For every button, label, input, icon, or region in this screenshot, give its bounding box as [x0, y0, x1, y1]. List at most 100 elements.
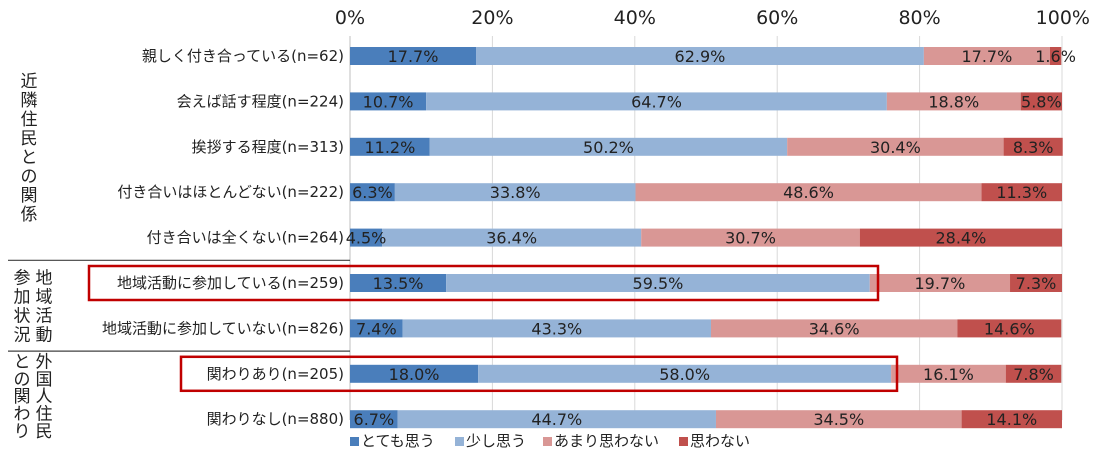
- legend: とても思う 少し思う あまり思わない 思わない: [350, 432, 750, 450]
- data-label: 6.7%: [354, 410, 395, 429]
- data-label: 16.1%: [923, 365, 974, 384]
- bar-segment: [350, 410, 398, 429]
- bar-segment: [715, 410, 962, 429]
- row-label: 地域活動に参加していない(n=826): [102, 319, 344, 337]
- row-label: 関わりなし(n=880): [207, 410, 344, 428]
- x-tick-label: 0%: [335, 7, 365, 29]
- data-label: 7.3%: [1016, 274, 1057, 293]
- bar-segment: [350, 47, 477, 65]
- bar-segment: [787, 137, 1004, 156]
- segment-labels: 17.7% 62.9% 17.7% 1.6% 10.7% 64.7% 18.8% 5.8% 11…: [346, 47, 1076, 429]
- data-label: 5.8%: [1021, 92, 1062, 111]
- bar-segment: [429, 137, 788, 156]
- bar-segment: [957, 319, 1062, 338]
- bar-segment: [350, 228, 383, 247]
- bar-segment: [350, 92, 427, 111]
- legend-swatch: [543, 437, 552, 446]
- data-label: 4.5%: [346, 229, 387, 248]
- group-label: 外国人住民: [36, 352, 53, 441]
- highlight-boxes: [87, 264, 899, 393]
- row-label: 地域活動に参加している(n=259): [117, 274, 344, 292]
- bar-segment: [382, 228, 642, 247]
- data-label: 18.0%: [389, 365, 440, 384]
- data-label: 8.3%: [1013, 138, 1054, 157]
- bar-segment: [641, 228, 860, 247]
- data-label: 19.7%: [914, 274, 965, 293]
- bar-segment: [350, 364, 479, 383]
- data-label: 10.7%: [363, 92, 414, 111]
- bar-segment: [397, 410, 716, 429]
- bar-segment: [923, 47, 1050, 65]
- bar-segment: [1005, 364, 1062, 383]
- legend-swatch: [679, 437, 688, 446]
- bar-segment: [1010, 274, 1062, 292]
- bar-segment: [350, 274, 447, 292]
- x-axis-ticks: 0% 20% 40% 60% 80% 100%: [335, 7, 1090, 29]
- legend-swatch: [350, 437, 359, 446]
- data-label: 64.7%: [631, 92, 682, 111]
- x-tick-label: 100%: [1036, 7, 1090, 29]
- bar-segment: [1003, 137, 1063, 156]
- data-label: 6.3%: [352, 183, 393, 202]
- bar-segment: [446, 274, 870, 292]
- legend-label: 思わない: [690, 432, 750, 450]
- data-label: 11.2%: [364, 138, 415, 157]
- group-label: 地域活動: [36, 269, 53, 346]
- data-label: 34.5%: [813, 410, 864, 429]
- data-label: 44.7%: [531, 410, 582, 429]
- data-label: 59.5%: [633, 274, 684, 293]
- legend-swatch: [455, 437, 464, 446]
- bar-segment: [961, 410, 1062, 429]
- data-label: 62.9%: [675, 47, 726, 66]
- bar-segment: [350, 183, 395, 202]
- data-label: 30.4%: [870, 138, 921, 157]
- bar-segment: [402, 319, 711, 338]
- x-tick-label: 80%: [898, 7, 940, 29]
- row-label: 付き合いは全くない(n=264): [147, 229, 344, 247]
- row-label: 挨拶する程度(n=313): [192, 138, 344, 156]
- data-label: 11.3%: [996, 183, 1047, 202]
- bar-segment: [394, 183, 636, 202]
- bar-segment: [350, 137, 430, 156]
- x-tick-label: 40%: [614, 7, 656, 29]
- data-label: 30.7%: [725, 229, 776, 248]
- row-label: 関わりあり(n=205): [207, 365, 344, 383]
- highlight-box: [87, 264, 880, 302]
- bar-segment: [426, 92, 887, 111]
- row-label: 親しく付き合っている(n=62): [142, 47, 344, 65]
- data-label: 7.4%: [356, 319, 397, 338]
- bar-segment: [891, 364, 1006, 383]
- bar-segment: [635, 183, 982, 202]
- data-label: 18.8%: [928, 92, 979, 111]
- group-label: 参加状況: [14, 269, 31, 346]
- x-tick-label: 60%: [756, 7, 798, 29]
- bar-segment: [478, 364, 892, 383]
- legend-label: あまり思わない: [554, 432, 659, 450]
- bar-segment: [1020, 92, 1062, 111]
- highlight-box: [179, 355, 899, 393]
- bars: [350, 47, 1063, 429]
- data-label: 7.8%: [1013, 365, 1054, 384]
- bar-segment: [859, 228, 1062, 247]
- data-label: 33.8%: [490, 183, 541, 202]
- legend-label: とても思う: [361, 432, 435, 450]
- data-label: 13.5%: [373, 274, 424, 293]
- bar-segment: [476, 47, 924, 65]
- bar-segment: [710, 319, 958, 338]
- data-label: 36.4%: [486, 229, 537, 248]
- x-tick-label: 20%: [471, 7, 513, 29]
- legend-label: 少し思う: [466, 432, 526, 450]
- data-label: 28.4%: [935, 229, 986, 248]
- bar-segment: [886, 92, 1021, 111]
- data-label: 17.7%: [961, 47, 1012, 66]
- row-label: 会えば話す程度(n=224): [177, 92, 344, 110]
- group-label: 近隣住民との関係: [21, 72, 38, 225]
- data-label: 50.2%: [583, 138, 634, 157]
- data-label: 58.0%: [659, 365, 710, 384]
- data-label: 14.6%: [984, 319, 1035, 338]
- data-label: 43.3%: [531, 319, 582, 338]
- bar-segment: [1049, 47, 1062, 65]
- row-label: 付き合いはほとんどない(n=222): [117, 183, 344, 201]
- bar-segment: [981, 183, 1062, 202]
- data-label: 34.6%: [809, 319, 860, 338]
